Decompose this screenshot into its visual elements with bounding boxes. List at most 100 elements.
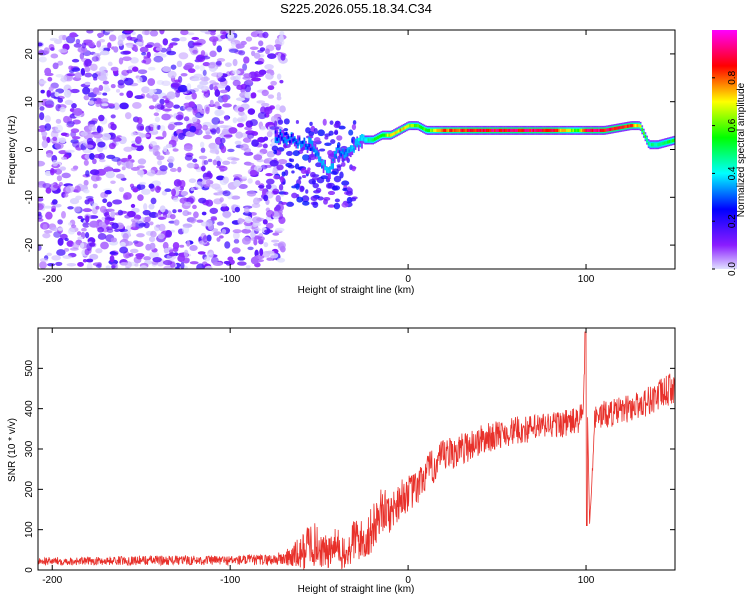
spectrogram-noise-blob [180,30,189,36]
spectrogram-noise-blob [103,84,110,89]
spectrogram-ridge-cell [570,128,573,132]
spectrogram-noise-blob [277,52,282,61]
spectrogram-noise-blob [72,141,81,148]
spectrogram-ridge-cell [516,128,519,132]
spectrogram-noise-blob [96,40,102,48]
spectrogram-noise-blob [320,175,329,180]
spectrogram-noise-blob [96,168,107,176]
spectrogram-noise-blob [45,187,52,194]
spectrogram-noise-blob [66,240,74,247]
spectrogram-ridge-cell [572,128,575,132]
spectrogram-noise-blob [222,176,230,184]
spectrogram-noise-blob [118,187,125,193]
spectrogram-noise-blob [153,112,160,117]
spectrogram-noise-blob [71,58,80,63]
spectrogram-noise-blob [72,242,80,250]
spectrogram-noise-blob [106,103,115,107]
spectrogram-noise-blob [199,64,205,72]
spectrogram-ridge-cell [389,133,392,137]
spectrogram-ridge-cell [666,140,669,144]
spectrogram-noise-blob [237,261,247,266]
spectrogram-noise-blob [250,230,256,238]
spectrogram-noise-blob [88,124,96,131]
spectrogram-noise-blob [80,242,85,249]
spectrogram-ridge-cell [575,128,578,132]
spectrogram-noise-blob [312,182,319,189]
spectrogram-noise-blob [153,55,164,63]
spectrogram-noise-blob [197,251,206,255]
spectrogram-noise-blob [38,197,44,202]
spectrogram-noise-blob [222,160,231,166]
spectrogram-ridge-cell [329,166,331,170]
spectrogram-noise-blob [55,118,62,124]
spectrogram-noise-blob [95,205,100,210]
spectrogram-noise-blob [307,157,312,163]
spectrogram-noise-blob [83,179,89,186]
spectrogram-noise-blob [327,190,336,196]
spectrogram-ridge-cell [412,124,415,128]
spectrogram-ridge-cell [402,126,405,131]
spectrogram-noise-blob [275,104,281,111]
spectrogram-noise-blob [265,250,275,255]
spectrogram-noise-blob [38,203,44,211]
spectrogram-noise-blob [154,185,161,193]
spectrogram-noise-blob [79,52,85,60]
spectrogram-noise-blob [258,69,267,76]
spectrogram-noise-blob [159,165,168,172]
spectrogram-noise-blob [154,116,161,123]
spectrogram-ridge-cell [582,128,584,132]
spectrogram-ridge-cell [429,128,432,132]
spectrogram-noise-blob [136,233,145,238]
spectrogram-noise-blob [96,137,101,143]
spectrogram-noise-blob [208,36,219,43]
spectrogram-noise-blob [52,184,62,189]
spectrogram-noise-blob [216,127,221,134]
spectrogram-noise-blob [162,146,168,153]
spectrogram-ridge-cell [498,128,501,132]
spectrogram-ridge-cell [658,142,661,146]
spectrogram-ridge-cell [276,137,278,141]
spectrogram-ridge-cell [333,153,336,163]
spectrogram-noise-blob [215,60,222,66]
spectrogram-noise-blob [220,137,226,144]
spectrogram-ridge-cell [439,128,442,132]
spectrogram-ridge-cell [346,153,349,157]
spectrogram-noise-blob [265,209,275,218]
spectrogram-noise-blob [157,233,165,240]
spectrogram-ridge-cell [578,128,581,132]
spectrogram-noise-blob [139,125,145,131]
spectrogram-noise-blob [286,201,295,207]
spectrogram-ridge-cell [569,128,572,132]
spectrogram-noise-blob [64,89,72,98]
spectrogram-ridge-cell [341,149,344,153]
spectrogram-noise-blob [247,246,254,251]
spectrogram-noise-blob [220,145,227,154]
spectrogram-noise-blob [177,209,183,213]
spectrogram-ridge-cell [333,154,336,158]
spectrogram-noise-blob [126,90,134,99]
spectrogram-noise-blob [258,184,265,189]
spectrogram-noise-blob [139,46,149,53]
spectrogram-noise-blob [68,65,74,71]
spectrogram-noise-blob [93,77,98,81]
colorbar-gradient [712,30,737,269]
spectrogram-noise-blob [232,174,243,179]
spectrogram-noise-blob [99,205,107,213]
spectrogram-noise-blob [216,175,225,181]
spectrogram-ridge-cell [399,128,402,132]
spectrogram-noise-blob [162,38,169,46]
spectrogram-noise-blob [171,188,176,197]
spectrogram-ridge-cell [279,135,282,145]
spectrogram-noise-blob [102,198,108,204]
spectrogram-noise-blob [302,154,310,161]
spectrogram-noise-blob [179,244,185,248]
spectrogram-noise-blob [89,220,99,228]
spectrogram-noise-blob [145,125,151,133]
spectrogram-noise-blob [106,226,113,231]
spectrogram-noise-blob [63,193,69,198]
spectrogram-noise-blob [89,169,100,176]
spectrogram-ridge-cell [562,128,565,132]
spectrogram-noise-blob [157,159,162,166]
spectrogram-noise-blob [161,80,171,87]
spectrogram-noise-blob [54,168,63,175]
